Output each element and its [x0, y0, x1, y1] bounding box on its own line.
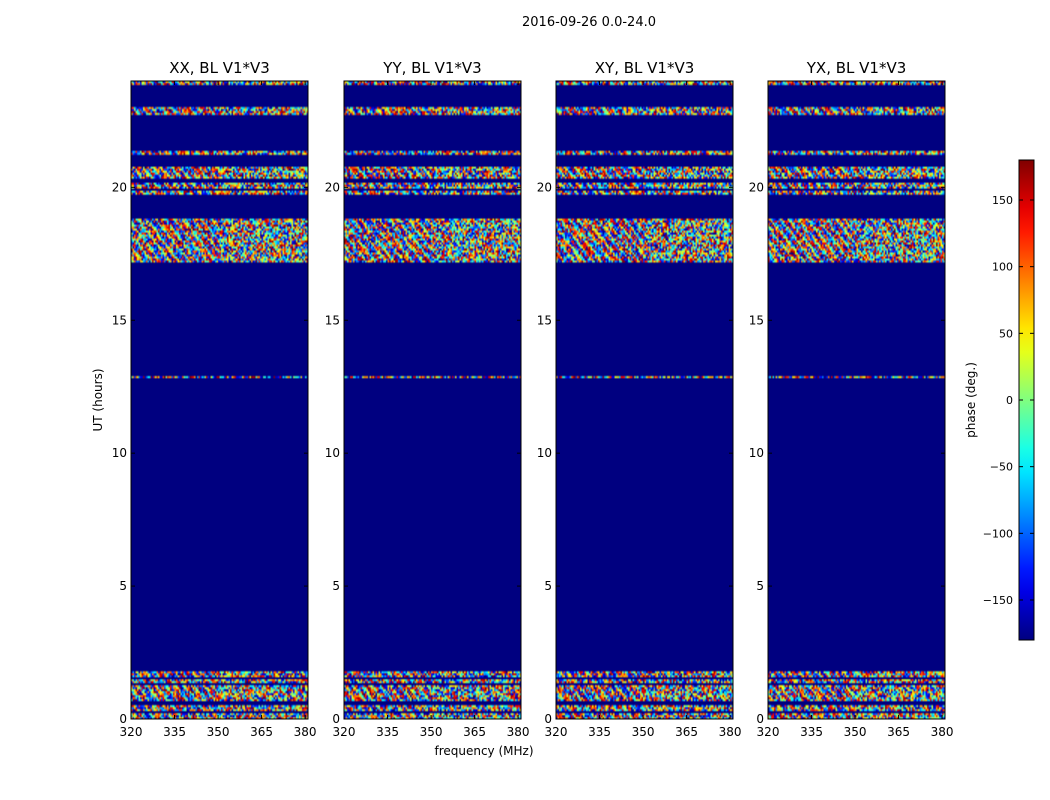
y-tick-label: 10	[325, 446, 340, 460]
y-tick-label: 5	[544, 579, 552, 593]
colorbar-tick-label: −50	[990, 461, 1013, 474]
phase-heatmap	[556, 81, 733, 719]
y-tick-label: 20	[112, 180, 127, 194]
y-tick-label: 5	[332, 579, 340, 593]
y-tick-label: 20	[537, 180, 552, 194]
x-tick-label: 350	[207, 725, 230, 739]
y-tick-label: 15	[112, 313, 127, 327]
y-tick-label: 10	[112, 446, 127, 460]
panel-2: YY, BL V1*V3 320 335 350 365 380 0 5 10 15 20	[325, 59, 530, 739]
panel-title: YX, BL V1*V3	[806, 59, 907, 77]
y-tick-label: 15	[749, 313, 764, 327]
panel-3: XY, BL V1*V3 320 335 350 365 380 0 5 10 15 20	[537, 59, 742, 739]
x-tick-label: 320	[333, 725, 356, 739]
colorbar-tick-label: 50	[999, 327, 1013, 340]
colorbar: −150 −100 −50 0 50 100 150	[983, 159, 1035, 641]
panel-title: XY, BL V1*V3	[595, 59, 695, 77]
panel-title: YY, BL V1*V3	[382, 59, 481, 77]
figure-suptitle: 2016-09-26 0.0-24.0	[522, 15, 656, 30]
y-tick-label: 0	[119, 712, 127, 726]
phase-heatmap	[344, 81, 521, 719]
x-tick-label: 380	[719, 725, 742, 739]
panel-frame	[555, 80, 734, 720]
y-tick-label: 10	[537, 446, 552, 460]
colorbar-tick-label: −150	[983, 594, 1013, 607]
x-tick-label: 365	[887, 725, 910, 739]
phase-heatmap	[131, 81, 308, 719]
x-axis-label: frequency (MHz)	[434, 744, 533, 758]
x-tick-label: 365	[675, 725, 698, 739]
y-tick-label: 5	[119, 579, 127, 593]
x-tick-label: 335	[588, 725, 611, 739]
x-tick-label: 320	[545, 725, 568, 739]
x-tick-label: 380	[507, 725, 530, 739]
x-tick-label: 335	[800, 725, 823, 739]
phase-heatmap	[768, 81, 945, 719]
y-tick-label: 0	[544, 712, 552, 726]
x-tick-label: 380	[931, 725, 954, 739]
panel-frame	[343, 80, 522, 720]
panel-title: XX, BL V1*V3	[169, 59, 270, 77]
panel-4: YX, BL V1*V3 320 335 350 365 380 0 5 10 15 20	[749, 59, 954, 739]
colorbar-tick-label: 150	[992, 194, 1013, 207]
panel-frame	[767, 80, 946, 720]
x-tick-label: 365	[463, 725, 486, 739]
x-tick-label: 320	[757, 725, 780, 739]
y-tick-label: 15	[537, 313, 552, 327]
y-tick-label: 15	[325, 313, 340, 327]
y-tick-label: 10	[749, 446, 764, 460]
y-tick-label: 5	[756, 579, 764, 593]
y-tick-label: 20	[325, 180, 340, 194]
colorbar-tick-label: 100	[992, 261, 1013, 274]
x-tick-label: 335	[163, 725, 186, 739]
y-tick-label: 0	[332, 712, 340, 726]
x-tick-label: 350	[632, 725, 655, 739]
x-tick-label: 350	[420, 725, 443, 739]
x-tick-label: 350	[844, 725, 867, 739]
x-tick-label: 320	[120, 725, 143, 739]
colorbar-tick-label: −100	[983, 527, 1013, 540]
y-tick-label: 0	[756, 712, 764, 726]
y-axis-label: UT (hours)	[91, 368, 105, 431]
panel-1: XX, BL V1*V3 320 335 350 365 380 0 5 10 15 20	[112, 59, 317, 739]
x-tick-label: 380	[294, 725, 317, 739]
panel-frame	[130, 80, 309, 720]
x-tick-label: 365	[250, 725, 273, 739]
y-tick-label: 20	[749, 180, 764, 194]
colorbar-label: phase (deg.)	[964, 362, 978, 438]
colorbar-tick-label: 0	[1006, 394, 1013, 407]
x-tick-label: 335	[376, 725, 399, 739]
